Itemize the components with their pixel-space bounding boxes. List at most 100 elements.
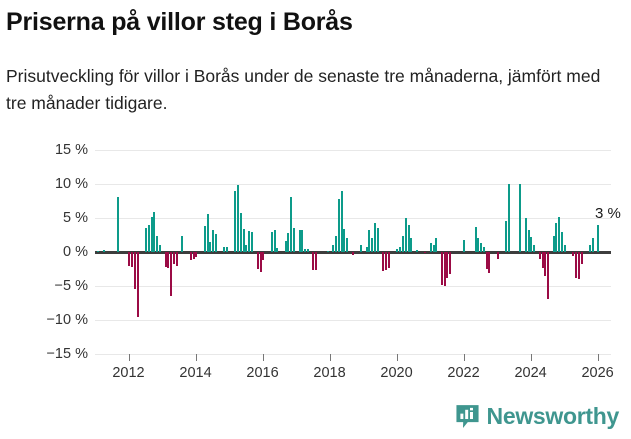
chart-bar[interactable]: [396, 248, 399, 252]
chart-bar[interactable]: [156, 236, 159, 252]
chart-bar[interactable]: [248, 230, 251, 252]
chart-bar[interactable]: [424, 252, 427, 254]
chart-bar[interactable]: [577, 252, 580, 280]
chart-bar[interactable]: [485, 252, 488, 269]
chart-bar[interactable]: [234, 190, 237, 252]
chart-bar[interactable]: [580, 252, 583, 265]
chart-bar[interactable]: [563, 245, 566, 252]
chart-bar[interactable]: [211, 230, 214, 252]
chart-bar[interactable]: [547, 252, 549, 299]
chart-bar[interactable]: [167, 252, 170, 269]
chart-bar[interactable]: [242, 228, 245, 252]
chart-bar[interactable]: [368, 229, 371, 252]
chart-bar[interactable]: [407, 224, 410, 252]
chart-bar[interactable]: [304, 249, 307, 252]
chart-bar[interactable]: [251, 231, 254, 252]
chart-bar[interactable]: [195, 252, 198, 257]
chart-bar[interactable]: [410, 238, 413, 252]
chart-bar[interactable]: [505, 220, 508, 252]
chart-bar[interactable]: [332, 245, 335, 252]
chart-bar[interactable]: [508, 184, 511, 252]
chart-bar[interactable]: [591, 238, 594, 252]
chart-bar[interactable]: [404, 218, 407, 252]
chart-bar[interactable]: [343, 228, 346, 252]
chart-bar[interactable]: [376, 228, 379, 252]
chart-bar[interactable]: [477, 238, 480, 252]
chart-bar[interactable]: [558, 216, 561, 252]
chart-bar[interactable]: [237, 184, 240, 252]
chart-bar[interactable]: [312, 252, 315, 270]
chart-bar[interactable]: [533, 245, 536, 252]
chart-bar[interactable]: [245, 245, 248, 252]
chart-bar[interactable]: [307, 248, 310, 252]
chart-bar[interactable]: [597, 224, 600, 252]
chart-bar[interactable]: [256, 252, 259, 269]
chart-bar[interactable]: [401, 235, 404, 252]
chart-bar[interactable]: [432, 245, 435, 252]
chart-bar[interactable]: [337, 198, 340, 252]
chart-bar[interactable]: [443, 252, 446, 286]
chart-bar[interactable]: [519, 184, 522, 252]
chart-bar[interactable]: [97, 250, 100, 252]
chart-bar[interactable]: [496, 252, 499, 260]
chart-bar[interactable]: [293, 228, 296, 252]
chart-bar[interactable]: [133, 252, 136, 289]
chart-bar[interactable]: [365, 246, 368, 252]
chart-bar[interactable]: [530, 237, 533, 252]
chart-bar[interactable]: [147, 225, 150, 252]
chart-bar[interactable]: [527, 230, 530, 252]
chart-bar[interactable]: [326, 250, 329, 252]
chart-bar[interactable]: [206, 213, 209, 252]
chart-bar[interactable]: [385, 252, 388, 270]
chart-bar[interactable]: [382, 252, 385, 272]
chart-bar[interactable]: [463, 239, 466, 252]
chart-bar[interactable]: [399, 246, 402, 252]
chart-bar[interactable]: [488, 252, 491, 274]
chart-bar[interactable]: [158, 245, 161, 252]
chart-bar[interactable]: [117, 196, 120, 252]
chart-bar[interactable]: [270, 231, 273, 252]
chart-bar[interactable]: [575, 252, 578, 278]
chart-bar[interactable]: [538, 252, 541, 259]
chart-bar[interactable]: [351, 252, 354, 256]
chart-bar[interactable]: [479, 243, 482, 252]
chart-bar[interactable]: [441, 252, 444, 286]
chart-bar[interactable]: [144, 227, 147, 252]
chart-bar[interactable]: [273, 230, 276, 252]
chart-bar[interactable]: [189, 252, 192, 261]
chart-bar[interactable]: [262, 252, 265, 261]
chart-bar[interactable]: [541, 252, 544, 269]
chart-bar[interactable]: [298, 229, 301, 252]
chart-bar[interactable]: [276, 247, 279, 252]
chart-bar[interactable]: [128, 252, 131, 266]
chart-bar[interactable]: [340, 190, 343, 252]
chart-bar[interactable]: [226, 247, 228, 252]
chart-bar[interactable]: [209, 241, 212, 252]
chart-bar[interactable]: [360, 244, 363, 252]
chart-bar[interactable]: [555, 223, 558, 252]
chart-bar[interactable]: [259, 252, 262, 272]
chart-bar[interactable]: [290, 196, 293, 252]
newsworthy-logo[interactable]: Newsworthy: [455, 403, 619, 430]
chart-bar[interactable]: [181, 236, 184, 252]
chart-bar[interactable]: [483, 247, 485, 252]
chart-bar[interactable]: [175, 252, 178, 266]
chart-bar[interactable]: [446, 252, 449, 278]
chart-bar[interactable]: [192, 252, 195, 260]
chart-bar[interactable]: [544, 252, 547, 277]
chart-bar[interactable]: [561, 231, 564, 252]
chart-bar[interactable]: [284, 241, 287, 252]
chart-bar[interactable]: [223, 246, 226, 252]
chart-bar[interactable]: [150, 216, 153, 252]
chart-bar[interactable]: [415, 249, 418, 252]
chart-bar[interactable]: [153, 211, 156, 252]
chart-bar[interactable]: [131, 252, 134, 267]
chart-bar[interactable]: [371, 238, 374, 252]
chart-bar[interactable]: [572, 252, 575, 257]
chart-bar[interactable]: [103, 249, 106, 252]
chart-bar[interactable]: [552, 236, 555, 252]
chart-bar[interactable]: [429, 243, 432, 252]
chart-bar[interactable]: [449, 252, 452, 274]
chart-bar[interactable]: [214, 233, 217, 252]
chart-bar[interactable]: [334, 236, 337, 252]
